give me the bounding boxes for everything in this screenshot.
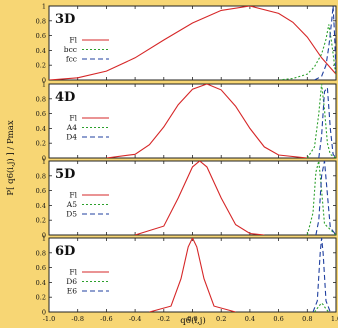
legend-label: D6 xyxy=(66,277,77,286)
y-tick-label: 0.8 xyxy=(36,17,46,25)
series-line-bcc xyxy=(278,24,336,80)
y-tick-label: 1 xyxy=(42,158,46,166)
y-tick-label: 0.4 xyxy=(36,47,46,55)
series-line-Fl xyxy=(49,6,336,80)
y-tick-label: 0 xyxy=(42,309,46,317)
y-tick-label: 0 xyxy=(42,232,46,240)
y-tick-label: 0.2 xyxy=(36,140,46,148)
x-tick-label: -1.0 xyxy=(43,315,56,323)
legend-label: Fl xyxy=(69,114,77,123)
x-tick-label: -0.6 xyxy=(100,315,113,323)
y-tick-label: 1 xyxy=(42,235,46,243)
legend-label: E6 xyxy=(67,287,77,296)
x-tick-label: -0.4 xyxy=(129,315,142,323)
panel-6D: 0 0.2 0.4 0.6 0.8 1 -1.0 -0.8 -0.6 -0.4 -0.2 0.0 0.2… xyxy=(36,235,338,324)
series-line-D6 xyxy=(314,302,330,312)
legend-label: A4 xyxy=(66,123,77,132)
y-tick-label: 0 xyxy=(42,155,46,163)
legend-label: Fl xyxy=(69,191,77,200)
legend-label: fcc xyxy=(66,55,77,64)
y-tick-label: 0.6 xyxy=(36,264,46,272)
x-tick-label: -0.2 xyxy=(158,315,171,323)
series-line-Fl xyxy=(149,238,236,312)
series-line-Fl xyxy=(134,161,265,235)
y-tick-label: 0.6 xyxy=(36,110,46,118)
y-tick-label: 0 xyxy=(42,77,46,85)
y-tick-label: 1 xyxy=(42,3,46,11)
panel-title: 6D xyxy=(55,244,75,259)
x-tick-label: 0.0 xyxy=(187,315,197,323)
y-tick-label: 0.8 xyxy=(36,172,46,180)
legend-label: D5 xyxy=(66,210,77,219)
x-tick-label: 0.2 xyxy=(216,315,226,323)
series-line-E6 xyxy=(312,238,331,312)
panel-frame xyxy=(48,5,337,81)
series-line-Fl xyxy=(106,84,308,158)
panel-title: 5D xyxy=(55,167,75,182)
y-tick-label: 0.2 xyxy=(36,62,46,70)
x-tick-label: 1.0 xyxy=(331,315,338,323)
y-tick-label: 0.2 xyxy=(36,217,46,225)
series-line-fcc xyxy=(314,6,336,80)
legend-label: D4 xyxy=(66,133,77,142)
y-tick-label: 0.8 xyxy=(36,249,46,257)
y-tick-label: 0.4 xyxy=(36,279,46,287)
x-tick-label: 0.6 xyxy=(273,315,283,323)
y-tick-label: 1 xyxy=(42,81,46,89)
panel-title: 4D xyxy=(55,90,75,105)
panel-frame xyxy=(48,160,337,236)
y-tick-label: 0.6 xyxy=(36,187,46,195)
y-tick-label: 0.8 xyxy=(36,95,46,103)
panel-frame xyxy=(48,237,337,313)
legend-label: Fl xyxy=(69,36,77,45)
y-tick-label: 0.2 xyxy=(36,294,46,302)
y-tick-label: 0.6 xyxy=(36,32,46,40)
panel-title: 3D xyxy=(55,12,75,27)
x-axis-label: q6(i,j) xyxy=(180,315,206,326)
panel-frame xyxy=(48,83,337,159)
legend-label: bcc xyxy=(64,45,77,54)
legend-label: A5 xyxy=(66,200,77,209)
panels-layer: 00.20.40.60.813DFlbccfcc00.20.40.60.814D… xyxy=(36,3,338,324)
series-line-D4 xyxy=(318,86,336,158)
y-tick-label: 0.4 xyxy=(36,125,46,133)
series-line-A4 xyxy=(306,84,336,158)
x-tick-label: -0.8 xyxy=(71,315,84,323)
x-tick-label: 0.8 xyxy=(302,315,312,323)
y-tick-label: 0.4 xyxy=(36,202,46,210)
y-axis-label: P[ q6(i,j) ] / Pmax xyxy=(5,120,16,195)
legend-label: Fl xyxy=(69,268,77,277)
x-tick-label: 0.4 xyxy=(245,315,255,323)
